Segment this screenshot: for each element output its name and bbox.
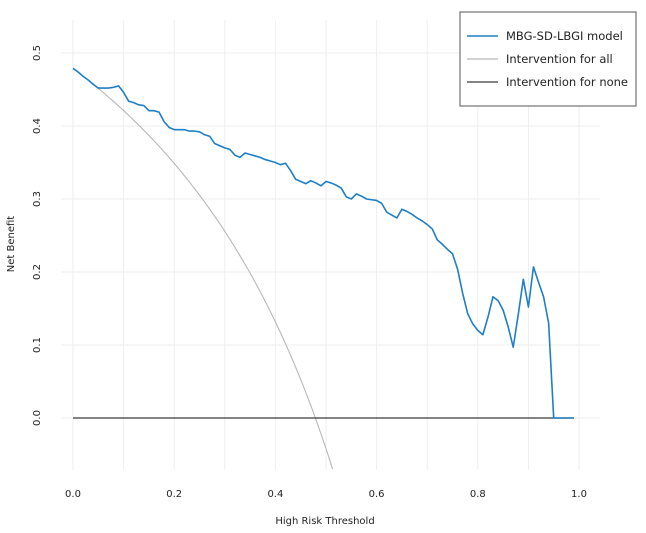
y-tick-label: 0.2 [32,264,43,280]
x-tick-label: 0.8 [470,489,486,500]
x-tick-label: 1.0 [571,489,587,500]
series-line-intervention-all [72,67,334,470]
y-tick-label: 0.5 [32,45,43,61]
legend-label-model: MBG-SD-LBGI model [506,29,623,43]
legend-label-intervention-all: Intervention for all [506,52,613,66]
x-tick-label: 0.0 [65,489,81,500]
x-tick-label: 0.2 [166,489,182,500]
x-axis: 0.0 0.2 0.4 0.6 0.8 1.0 [65,489,587,500]
series-lines [72,67,574,470]
y-tick-label: 0.0 [32,410,43,426]
y-tick-label: 0.4 [32,118,43,134]
x-tick-label: 0.4 [267,489,283,500]
y-axis: 0.0 0.1 0.2 0.3 0.4 0.5 [32,45,43,426]
legend: MBG-SD-LBGI model Intervention for all I… [459,11,637,107]
series-line-model [72,67,574,419]
y-tick-label: 0.3 [32,191,43,207]
x-axis-label: High Risk Threshold [275,516,374,527]
legend-box [459,11,637,107]
y-tick-label: 0.1 [32,337,43,353]
y-axis-label: Net Benefit [6,216,17,273]
legend-label-intervention-none: Intervention for none [506,75,628,89]
x-tick-label: 0.6 [369,489,385,500]
